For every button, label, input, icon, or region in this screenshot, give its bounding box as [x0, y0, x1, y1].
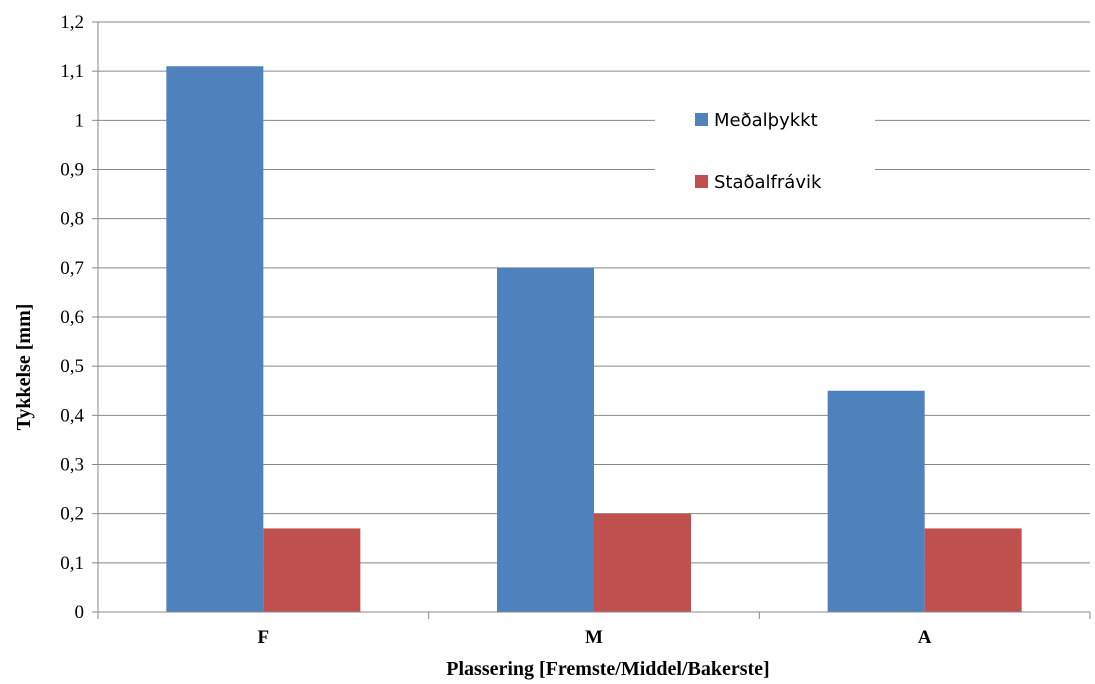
- bar: [166, 66, 264, 612]
- legend-background: [655, 95, 875, 207]
- x-category-label: A: [918, 627, 932, 648]
- y-tick-label: 0,1: [60, 553, 84, 574]
- y-axis-ticks: 0 0,1 0,2 0,3 0,4 0,5 0,6 0,7 0,8 0,9 1 1,1 1,2: [60, 12, 98, 623]
- y-tick-label: 0,6: [60, 307, 84, 328]
- y-tick-label: 0,8: [60, 209, 84, 230]
- axes: [97, 22, 1091, 619]
- bar: [924, 528, 1022, 612]
- legend-swatch: [695, 113, 708, 126]
- x-category-label: F: [258, 627, 270, 648]
- y-tick-label: 0,5: [60, 356, 84, 377]
- legend-label: Meðalþykkt: [714, 110, 818, 131]
- y-tick-label: 0,7: [60, 258, 84, 279]
- bars: [166, 66, 1022, 612]
- y-tick-label: 1: [75, 110, 85, 131]
- legend-swatch: [695, 175, 708, 188]
- bar: [263, 528, 361, 612]
- legend-label: Staðalfrávik: [714, 172, 822, 193]
- bar: [497, 267, 594, 612]
- legend: Meðalþykkt Staðalfrávik: [655, 95, 875, 207]
- y-tick-label: 0,9: [60, 160, 84, 181]
- y-axis-title: Tykkelse [mm]: [13, 304, 35, 431]
- x-category-label: M: [585, 627, 603, 648]
- y-tick-label: 1,2: [60, 12, 84, 33]
- bar: [827, 390, 925, 612]
- x-axis-title: Plassering [Fremste/Middel/Bakerste]: [446, 658, 769, 680]
- bar: [594, 513, 691, 612]
- y-tick-label: 0: [75, 602, 85, 623]
- y-tick-label: 0,4: [60, 405, 84, 426]
- y-tick-label: 0,3: [60, 455, 84, 476]
- y-tick-label: 1,1: [60, 61, 84, 82]
- y-tick-label: 0,2: [60, 504, 84, 525]
